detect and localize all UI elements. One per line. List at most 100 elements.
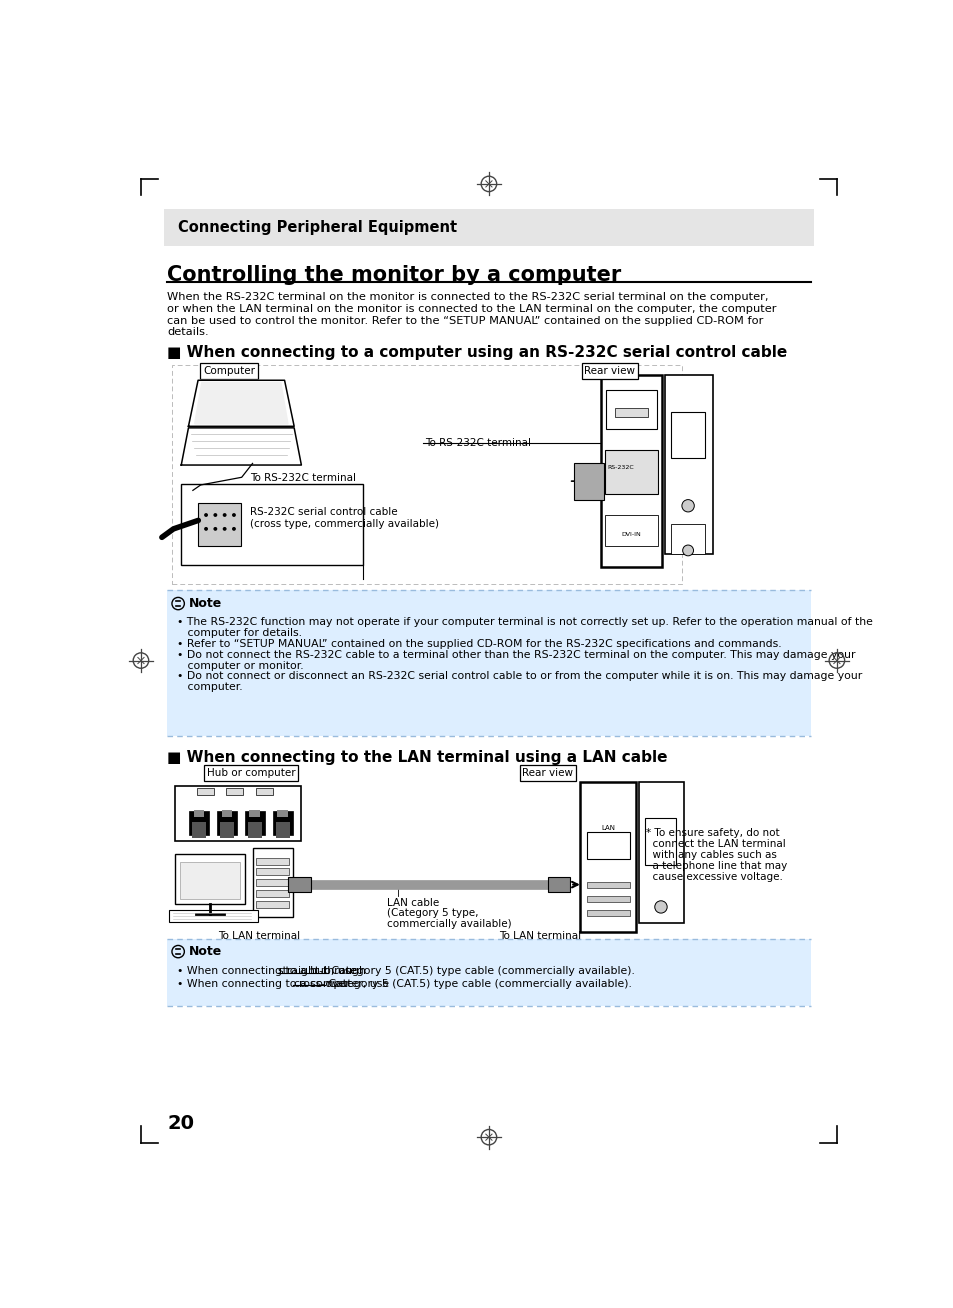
Circle shape (204, 513, 208, 517)
Text: connect the LAN terminal: connect the LAN terminal (645, 840, 785, 849)
Circle shape (222, 527, 227, 531)
Circle shape (213, 527, 217, 531)
Text: ■ When connecting to the LAN terminal using a LAN cable: ■ When connecting to the LAN terminal us… (167, 749, 667, 765)
Bar (226, 787, 243, 795)
Bar (670, 412, 704, 458)
Bar (249, 811, 260, 816)
Text: * To ensure safety, do not: * To ensure safety, do not (645, 828, 779, 838)
Bar (248, 823, 261, 837)
Bar (196, 787, 213, 795)
Circle shape (682, 545, 693, 556)
Bar (586, 896, 629, 903)
Bar (256, 858, 289, 865)
Text: LAN cable: LAN cable (386, 897, 438, 908)
Text: DVI-IN: DVI-IN (621, 532, 640, 536)
Bar (670, 525, 704, 553)
Text: a telephone line that may: a telephone line that may (645, 861, 786, 871)
Text: When the RS-232C terminal on the monitor is connected to the RS-232C serial term: When the RS-232C terminal on the monitor… (167, 293, 768, 302)
Bar (253, 848, 293, 917)
Bar (586, 883, 629, 888)
Polygon shape (181, 428, 301, 466)
Bar (256, 869, 289, 875)
Bar (181, 484, 363, 565)
Text: Controlling the monitor by a computer: Controlling the monitor by a computer (167, 264, 621, 285)
Bar (167, 939, 810, 1006)
Bar (256, 889, 289, 897)
Bar (604, 450, 658, 494)
Text: Category 5 (CAT.5) type cable (commercially available).: Category 5 (CAT.5) type cable (commercia… (327, 967, 634, 976)
Bar (586, 832, 629, 859)
Bar (189, 811, 209, 836)
Text: computer.: computer. (177, 681, 243, 692)
Bar (174, 854, 245, 904)
Text: or when the LAN terminal on the monitor is connected to the LAN terminal on the : or when the LAN terminal on the monitor … (167, 303, 776, 314)
Circle shape (213, 513, 217, 517)
Circle shape (222, 513, 227, 517)
Text: • When connecting to a computer, use: • When connecting to a computer, use (177, 978, 393, 989)
Bar (255, 787, 273, 795)
Text: with any cables such as: with any cables such as (645, 850, 777, 859)
Bar (645, 818, 676, 866)
Bar (605, 390, 657, 429)
Bar (277, 811, 288, 816)
Bar (256, 901, 289, 908)
Text: can be used to control the monitor. Refer to the “SETUP MANUAL” contained on the: can be used to control the monitor. Refe… (167, 315, 762, 326)
Bar (579, 782, 636, 933)
Text: RS-232C serial control cable: RS-232C serial control cable (251, 508, 397, 517)
Text: computer for details.: computer for details. (177, 628, 302, 638)
Circle shape (654, 901, 666, 913)
Text: Rear view: Rear view (583, 366, 635, 375)
Bar (172, 365, 681, 585)
Bar (600, 375, 661, 568)
Bar (256, 879, 289, 886)
Bar (615, 408, 647, 417)
Text: Hub or computer: Hub or computer (207, 768, 295, 778)
Text: Connecting Peripheral Equipment: Connecting Peripheral Equipment (178, 220, 456, 235)
Bar (167, 590, 810, 736)
Text: commercially available): commercially available) (386, 920, 511, 929)
Bar (192, 823, 206, 837)
Text: (Category 5 type,: (Category 5 type, (386, 909, 477, 918)
Polygon shape (194, 383, 288, 424)
Bar (179, 862, 240, 899)
Text: To LAN terminal: To LAN terminal (218, 931, 300, 940)
Text: RS-232C: RS-232C (607, 464, 634, 470)
Bar (164, 209, 813, 246)
Text: Rear view: Rear view (521, 768, 573, 778)
Text: To RS-232C terminal: To RS-232C terminal (251, 472, 356, 483)
Text: Note: Note (189, 596, 222, 610)
Bar (604, 515, 658, 545)
Circle shape (232, 513, 235, 517)
Bar (574, 463, 603, 501)
Circle shape (204, 527, 208, 531)
Bar (273, 811, 293, 836)
Text: • Do not connect the RS-232C cable to a terminal other than the RS-232C terminal: • Do not connect the RS-232C cable to a … (177, 650, 855, 659)
Bar (275, 823, 290, 837)
Bar (174, 786, 300, 841)
Text: details.: details. (167, 327, 209, 337)
Bar (547, 876, 569, 892)
Text: • Refer to “SETUP MANUAL” contained on the supplied CD-ROM for the RS-232C speci: • Refer to “SETUP MANUAL” contained on t… (177, 640, 781, 649)
Text: ■ When connecting to a computer using an RS-232C serial control cable: ■ When connecting to a computer using an… (167, 345, 787, 360)
Bar (639, 782, 683, 923)
Bar (220, 823, 233, 837)
Text: computer or monitor.: computer or monitor. (177, 661, 304, 671)
Text: • Do not connect or disconnect an RS-232C serial control cable to or from the co: • Do not connect or disconnect an RS-232… (177, 671, 862, 681)
Text: To RS-232C terminal: To RS-232C terminal (425, 438, 531, 449)
Text: cause excessive voltage.: cause excessive voltage. (645, 871, 782, 882)
Bar (193, 811, 204, 816)
Text: 20: 20 (167, 1114, 194, 1133)
Circle shape (232, 527, 235, 531)
Bar (198, 504, 241, 545)
Bar (221, 811, 233, 816)
Text: cross-over: cross-over (293, 978, 350, 989)
Text: Category 5 (CAT.5) type cable (commercially available).: Category 5 (CAT.5) type cable (commercia… (324, 978, 631, 989)
Circle shape (681, 500, 694, 511)
Bar (169, 910, 257, 922)
Bar (288, 876, 311, 892)
Text: Note: Note (189, 946, 222, 957)
Bar (586, 910, 629, 916)
Text: Computer: Computer (203, 366, 254, 375)
Text: To LAN terminal: To LAN terminal (498, 931, 580, 940)
Text: • When connecting to a hub, use: • When connecting to a hub, use (177, 967, 360, 976)
